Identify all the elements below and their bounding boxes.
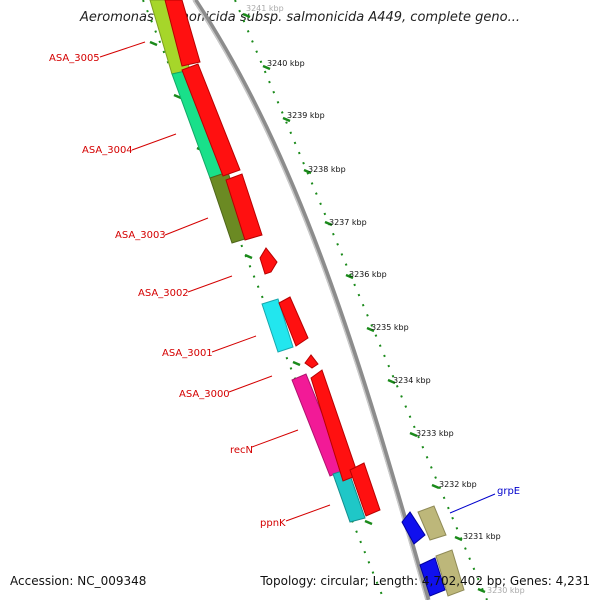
cds-arrow[interactable] — [181, 63, 241, 177]
ruler-tick — [477, 587, 486, 594]
ruler-tick — [282, 116, 291, 123]
gene-block-grpe[interactable] — [417, 505, 447, 541]
ruler-tick — [366, 326, 375, 333]
cds-arrow[interactable] — [304, 354, 319, 369]
label-leader-line — [99, 41, 146, 58]
cds-arrow[interactable] — [349, 462, 381, 517]
ruler-tick-label: 3234 kbp — [393, 376, 431, 385]
ruler-tick — [409, 431, 418, 438]
cds-arrow[interactable] — [225, 173, 263, 241]
cds-arrow[interactable] — [164, 0, 201, 67]
reverse-features — [401, 505, 465, 597]
ruler-ticks-outer — [242, 12, 486, 594]
gene-label-ppnk[interactable]: ppnK — [260, 518, 286, 529]
ruler-tick — [364, 519, 373, 526]
label-leader-line — [228, 375, 273, 393]
genome-backbone — [192, 0, 431, 600]
ruler-tick — [303, 168, 312, 175]
ruler-tick — [387, 378, 396, 385]
ruler-tick-label: 3236 kbp — [349, 270, 387, 279]
ruler-tick — [324, 220, 333, 227]
gene-label-grpe[interactable]: grpE — [497, 486, 520, 497]
gene-block[interactable] — [435, 549, 465, 597]
label-leader-line — [285, 504, 331, 522]
label-leader-line — [251, 429, 299, 448]
map-title: Aeromonas salmonicida subsp. salmonicida… — [80, 10, 520, 25]
gene-label-recn[interactable]: recN — [230, 445, 253, 456]
gene-label-asa-3000[interactable]: ASA_3000 — [179, 389, 230, 400]
cds-arrow-reverse[interactable] — [401, 511, 426, 545]
ruler-tick-label: 3235 kbp — [371, 323, 409, 332]
gene-label-asa-3001[interactable]: ASA_3001 — [162, 348, 213, 359]
ruler-tick — [292, 360, 301, 367]
cds-arrow[interactable] — [259, 247, 278, 275]
cds-arrow-reverse[interactable] — [419, 557, 446, 597]
ruler-tick-label: 3232 kbp — [439, 480, 477, 489]
ruler-tick-label: 3240 kbp — [267, 59, 305, 68]
ruler-tick-label: 3231 kbp — [463, 532, 501, 541]
ruler-tick-label: 3237 kbp — [329, 218, 367, 227]
ruler-tick-label: 3238 kbp — [308, 165, 346, 174]
ruler-tick — [431, 483, 440, 490]
gene-label-asa-3005[interactable]: ASA_3005 — [49, 53, 100, 64]
genome-summary: Topology: circular; Length: 4,702,402 bp… — [260, 574, 590, 588]
label-leader-line — [211, 335, 257, 353]
gene-label-asa-3004[interactable]: ASA_3004 — [82, 145, 133, 156]
ruler-tick-label: 3230 kbp — [487, 586, 525, 595]
ruler-tick — [262, 64, 271, 71]
gene-block-asa-3001[interactable] — [261, 298, 294, 353]
ruler-tick-label: 3241 kbp — [246, 4, 284, 13]
ruler-tick — [345, 273, 354, 280]
ruler-tick — [149, 40, 158, 47]
cds-arrow[interactable] — [278, 296, 309, 347]
ruler-tick — [173, 93, 182, 100]
ruler-tick-label: 3233 kbp — [416, 429, 454, 438]
ruler-tick-label: 3239 kbp — [287, 111, 325, 120]
label-leader-line — [187, 275, 233, 293]
gene-label-asa-3003[interactable]: ASA_3003 — [115, 230, 166, 241]
gene-label-asa-3002[interactable]: ASA_3002 — [138, 288, 189, 299]
ruler-tick — [454, 535, 463, 542]
label-leader-line — [449, 493, 496, 514]
ruler-tick — [244, 253, 253, 260]
ruler-tick — [242, 12, 251, 19]
accession-label: Accession: NC_009348 — [10, 574, 147, 588]
label-leader-line — [131, 133, 177, 151]
label-leader-line — [164, 217, 209, 236]
cds-features — [164, 0, 381, 517]
